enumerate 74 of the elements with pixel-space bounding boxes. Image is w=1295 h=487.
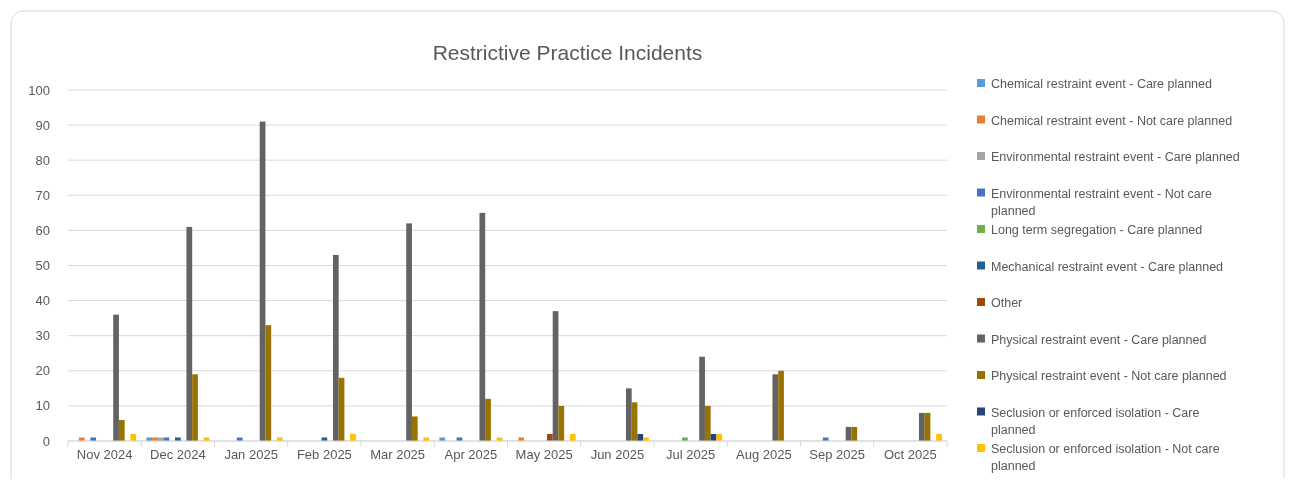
bar [822,437,829,441]
x-tick-label: Jul 2025 [666,447,716,462]
bar [113,314,119,441]
bar [682,437,688,441]
x-tick-label: Oct 2025 [883,447,937,462]
bar [546,433,553,441]
bar [643,437,649,441]
x-tick-label: Sep 2025 [809,447,865,462]
bar [146,437,153,441]
x-tick-label: May 2025 [515,447,573,462]
bar [772,374,779,441]
legend-label: Seclusion or enforced isolation - Care planned [991,405,1200,437]
legend-label: Physical restraint event - Care planned [991,332,1207,347]
legend-label: Seclusion or enforced isolation - Not care planned [991,442,1220,474]
bar [851,426,858,441]
y-tick-label: 80 [35,152,50,168]
y-tick-label: 70 [35,187,50,203]
x-tick-label: Jun 2025 [590,447,645,462]
bar [157,437,164,441]
bar [485,398,491,441]
bar [778,370,784,441]
bar [406,223,412,441]
bar [90,437,97,441]
y-tick-label: 20 [35,363,50,379]
y-tick-label: 60 [35,222,50,238]
bar [236,437,243,441]
y-tick-label: 90 [35,117,50,133]
bar [175,437,181,441]
bar [186,226,193,441]
bar [332,254,339,441]
y-tick-label: 100 [28,82,50,98]
bar [716,433,723,441]
bar [423,437,430,441]
bar [936,433,942,441]
bar [78,437,85,441]
legend-label: Mechanical restraint event - Care planned [991,259,1224,274]
x-tick-label: Nov 2024 [76,447,133,462]
bar [265,325,272,441]
x-tick-label: Mar 2025 [370,447,426,462]
bar [569,433,576,441]
bar [411,416,418,441]
legend-label: Physical restraint event - Not care planned [991,369,1227,384]
bar [439,437,446,441]
x-tick-label: Apr 2025 [444,447,498,462]
y-tick-label: 40 [35,293,50,309]
y-tick-label: 30 [35,328,50,344]
bar [918,412,925,441]
chart-title: Restrictive Practice Incidents [432,41,703,64]
x-tick-label: Jan 2025 [224,447,278,462]
bar [276,437,283,441]
y-tick-label: 0 [42,433,50,449]
bar [130,433,137,441]
legend-label: Long term segregation - Care planned [991,223,1203,238]
y-tick-label: 50 [35,258,50,274]
bar [350,433,356,441]
bar [637,433,644,441]
bar [704,405,711,441]
bar [558,405,565,441]
y-tick-label: 10 [35,398,50,414]
bar [152,437,158,441]
bar [625,388,632,441]
bar [118,419,125,441]
legend-label: Environmental restraint event - Not care planned [991,186,1212,218]
bar [479,212,486,441]
x-tick-label: Feb 2025 [296,447,352,462]
x-tick-label: Dec 2024 [150,447,206,462]
legend-label: Other [991,296,1023,311]
bar [518,437,525,441]
x-tick-label: Aug 2025 [736,447,792,462]
legend-label: Chemical restraint event - Care planned [991,77,1212,92]
bar [699,356,705,441]
legend-label: Chemical restraint event - Not care planned [991,113,1233,128]
legend-label: Environmental restraint event - Care planned [991,150,1240,165]
bar [192,374,198,441]
